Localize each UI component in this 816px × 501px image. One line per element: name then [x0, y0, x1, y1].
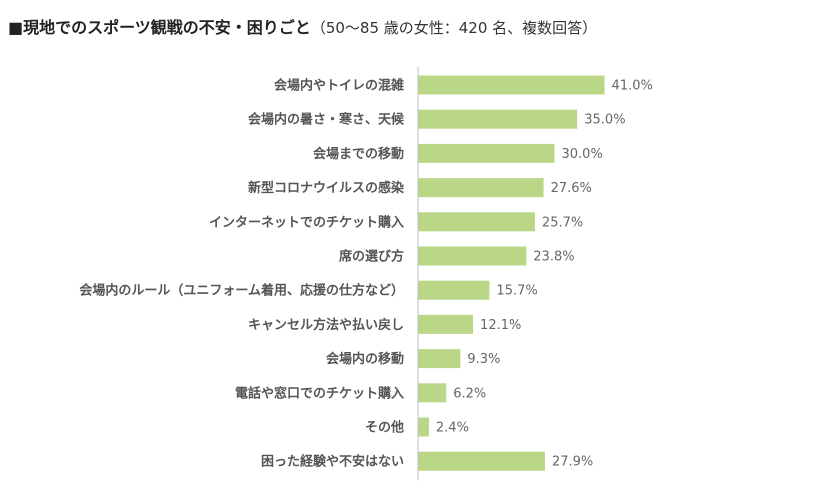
bar: [418, 383, 447, 403]
data-label: 15.7%: [496, 284, 537, 299]
bar: [418, 280, 490, 300]
category-label: 会場内の移動: [326, 351, 404, 367]
title-text: ■現地でのスポーツ観戦の不安・困りごと: [8, 18, 311, 37]
category-label: 会場内のルール（ユニフォーム着用、応援の仕方など）: [79, 283, 404, 299]
bar: [418, 143, 555, 163]
bar: [418, 246, 527, 266]
chart-subtitle: （50～85 歳の女性：420 名、複数回答）: [310, 19, 598, 37]
data-label: 9.3%: [467, 352, 500, 367]
data-label: 6.2%: [453, 386, 486, 401]
category-label: 困った経験や不安はない: [261, 454, 404, 470]
bar: [418, 349, 461, 369]
category-label: キャンセル方法や払い戻し: [248, 317, 404, 333]
data-label: 41.0%: [612, 79, 653, 94]
bar: [418, 314, 474, 334]
data-label: 30.0%: [562, 147, 603, 162]
chart-title: ■現地でのスポーツ観戦の不安・困りごと（50～85 歳の女性：420 名、複数回…: [8, 14, 597, 38]
data-label: 2.4%: [436, 421, 469, 436]
bar: [418, 451, 545, 471]
data-label: 27.6%: [551, 181, 592, 196]
category-label: 席の選び方: [339, 249, 404, 265]
data-label: 12.1%: [480, 318, 521, 333]
category-label: インターネットでのチケット購入: [209, 214, 404, 230]
bar: [418, 178, 544, 198]
category-label: その他: [365, 420, 404, 436]
category-label: 会場内やトイレの混雑: [274, 78, 404, 94]
category-label: 会場内の暑さ・寒さ、天候: [248, 112, 405, 128]
category-label: 新型コロナウイルスの感染: [248, 180, 405, 196]
data-label: 35.0%: [584, 113, 625, 128]
bar: [418, 417, 429, 437]
bar: [418, 109, 578, 129]
category-label: 会場までの移動: [313, 146, 404, 162]
category-label: 電話や窓口でのチケット購入: [235, 385, 404, 401]
bar: [418, 75, 605, 95]
data-label: 23.8%: [533, 250, 574, 265]
data-label: 25.7%: [542, 215, 583, 230]
data-label: 27.9%: [552, 455, 593, 470]
bar: [418, 212, 535, 232]
